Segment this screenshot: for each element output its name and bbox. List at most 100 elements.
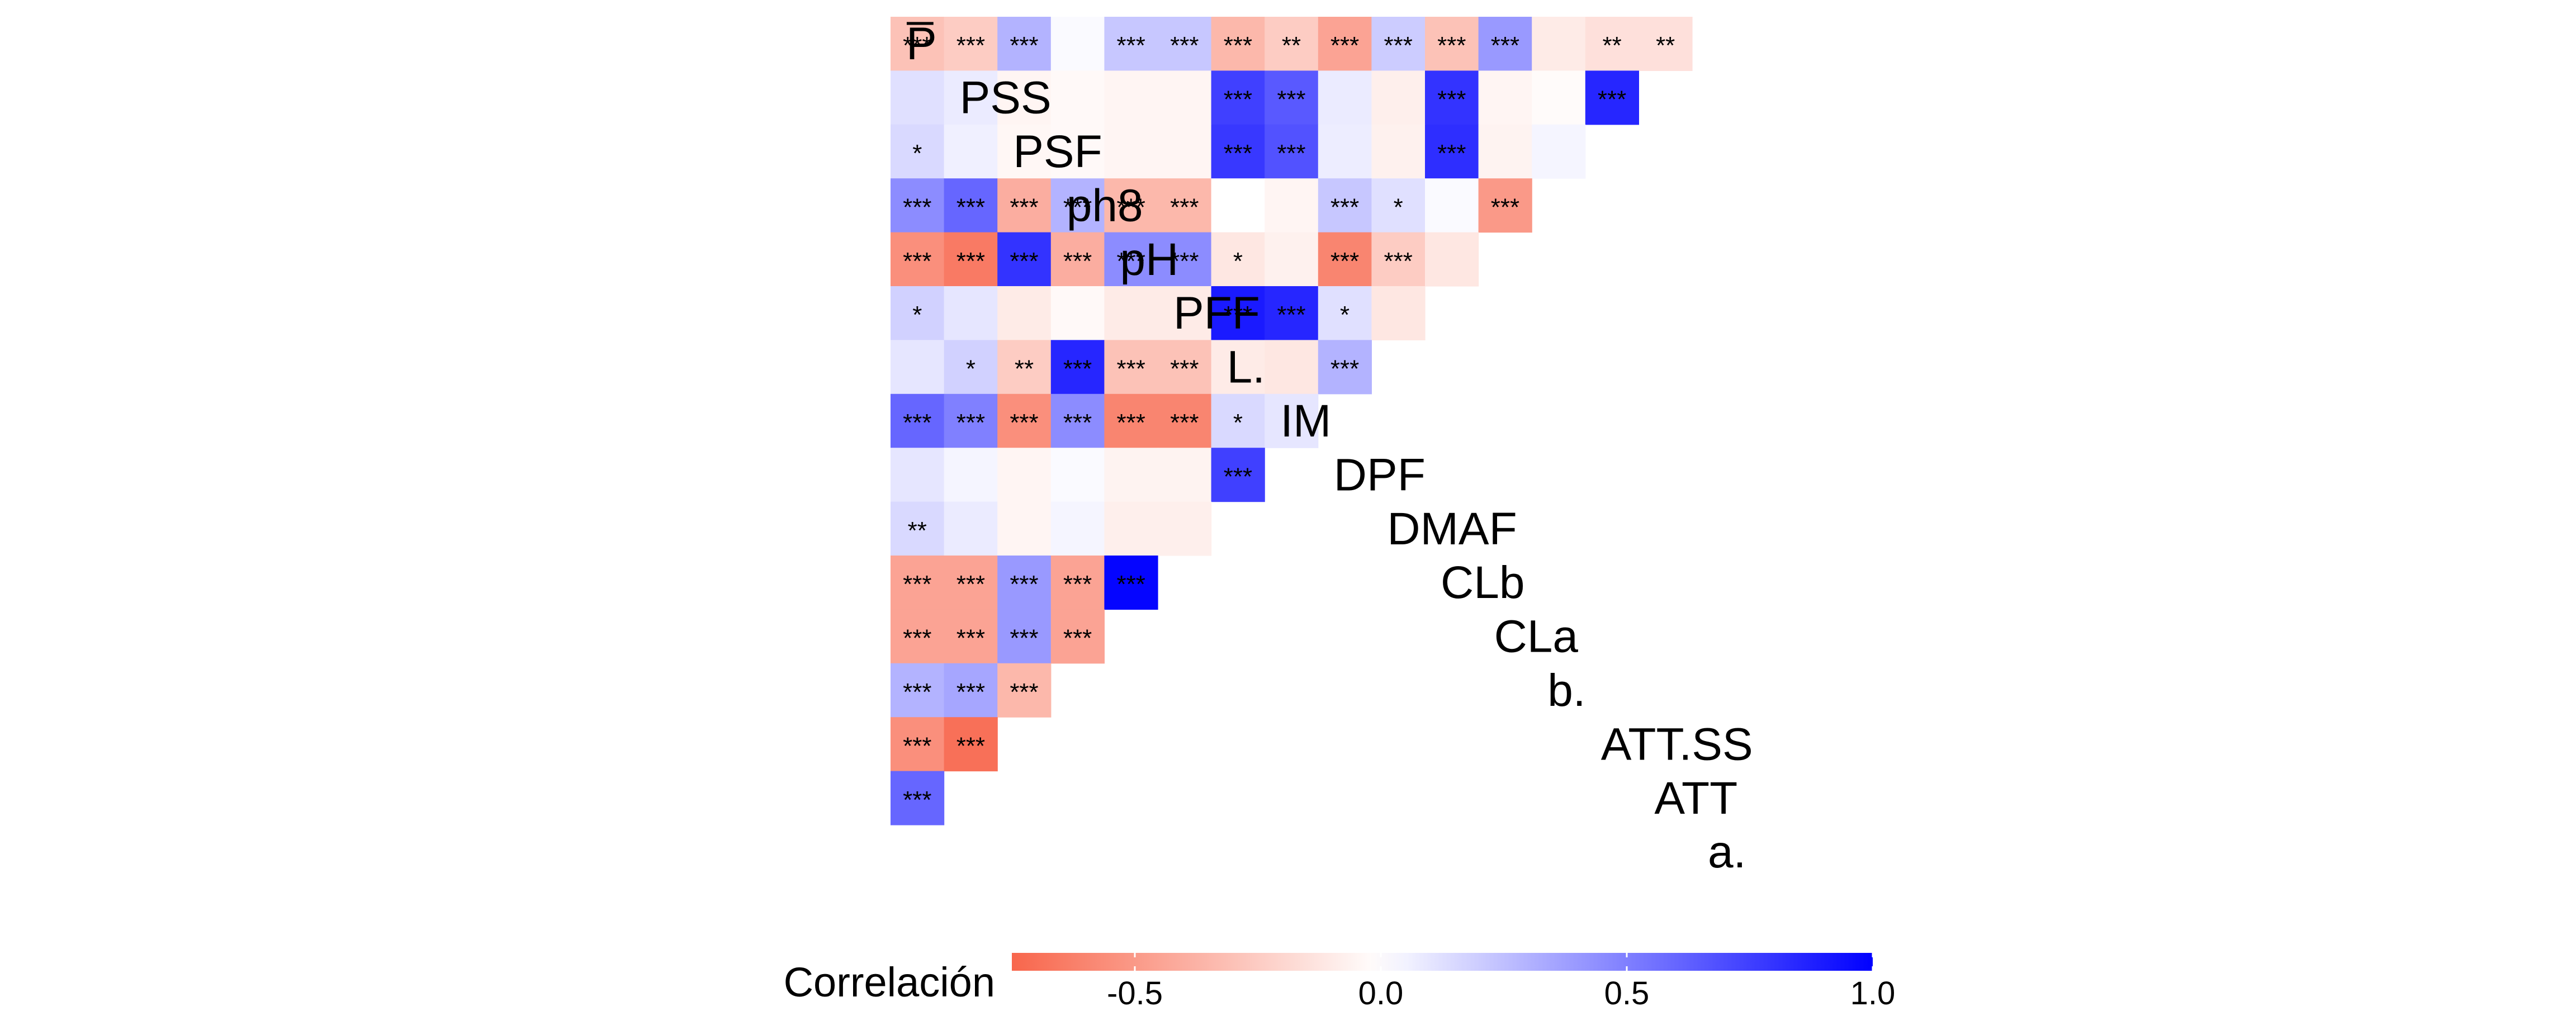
heatmap-cell	[1050, 609, 1105, 664]
heatmap-cell	[1050, 286, 1105, 340]
heatmap-cell	[944, 501, 998, 556]
significance-marker: *	[1233, 248, 1243, 275]
significance-marker: ***	[1010, 678, 1038, 706]
heatmap-cell	[1265, 70, 1319, 125]
significance-marker: ***	[1010, 32, 1038, 59]
significance-marker: ***	[1010, 193, 1038, 221]
heatmap-cell	[891, 178, 945, 233]
heatmap-cell	[1158, 232, 1212, 287]
heatmap-cell	[1158, 340, 1212, 395]
heatmap-cell	[944, 178, 998, 233]
heatmap-cell	[891, 232, 945, 287]
variable-labels: a.ATTATT.SSb.CLaCLbDMAFDPFIML.PFFpHph8PS…	[906, 18, 1753, 877]
heatmap-cell	[944, 448, 998, 502]
significance-marker: ***	[903, 32, 931, 59]
heatmap-cell	[1050, 17, 1105, 71]
heatmap-cell	[944, 609, 998, 664]
significance-stars: *** *** *** *** *** *** ** *** *** *** *** ** ***** *…	[903, 32, 1675, 814]
significance-marker: ***	[1330, 355, 1359, 383]
heatmap-cell	[1158, 70, 1212, 125]
heatmap-cell	[1478, 178, 1532, 233]
significance-marker: ***	[1330, 32, 1359, 59]
significance-marker: ***	[1117, 248, 1145, 275]
heatmap-cell	[997, 178, 1052, 233]
heatmap-cell	[1371, 286, 1426, 340]
heatmap-cell	[1211, 70, 1265, 125]
heatmap-cell	[1104, 178, 1158, 233]
variable-label: ph8	[1067, 180, 1143, 231]
heatmap-cell	[1050, 340, 1105, 395]
heatmap-cell	[944, 717, 998, 772]
heatmap-cell	[891, 771, 945, 825]
significance-marker: ***	[1598, 86, 1626, 113]
heatmap-cell	[1265, 393, 1319, 448]
heatmap-cell	[1050, 178, 1105, 233]
heatmap-cell	[1265, 232, 1319, 287]
variable-label: pH	[1120, 234, 1178, 285]
heatmap-cell	[944, 124, 998, 179]
heatmap-cell	[891, 556, 945, 610]
significance-marker: ***	[1063, 193, 1092, 221]
heatmap-cell	[1104, 556, 1158, 610]
heatmap-cell	[1532, 124, 1586, 179]
significance-marker: ***	[1170, 193, 1199, 221]
significance-marker: ***	[956, 678, 985, 706]
significance-marker: ***	[1224, 32, 1252, 59]
significance-marker: ***	[1117, 32, 1145, 59]
variable-label: PSF	[1013, 126, 1102, 177]
significance-marker: ***	[1010, 625, 1038, 652]
heatmap-cell	[1532, 17, 1586, 71]
heatmap-cell	[1371, 178, 1426, 233]
heatmap-cell	[1478, 70, 1532, 125]
variable-label: ATT	[1654, 773, 1737, 824]
variable-label: L.	[1227, 342, 1265, 393]
significance-marker: ***	[1437, 86, 1466, 113]
heatmap-cell	[1158, 393, 1212, 448]
heatmap-cell	[997, 556, 1052, 610]
significance-marker: ***	[1224, 463, 1252, 490]
heatmap-cell	[1425, 178, 1479, 233]
significance-marker: ***	[956, 32, 985, 59]
heatmap-cell	[891, 609, 945, 664]
heatmap-cell	[1104, 232, 1158, 287]
heatmap-cell	[997, 501, 1052, 556]
heatmap-cell	[1104, 124, 1158, 179]
significance-marker: ***	[956, 625, 985, 652]
significance-marker: ***	[956, 248, 985, 275]
variable-label: P̅	[906, 18, 937, 69]
significance-marker: ***	[1063, 248, 1092, 275]
variable-label: PSS	[960, 73, 1052, 124]
heatmap-cell	[1318, 340, 1372, 395]
significance-marker: ***	[1170, 409, 1199, 436]
significance-marker: *	[966, 355, 976, 383]
heatmap-cell	[1371, 124, 1426, 179]
legend-tick-label: 0.0	[1358, 975, 1404, 1012]
heatmap-cell	[1158, 124, 1212, 179]
significance-marker: ***	[903, 732, 931, 760]
significance-marker: ***	[1170, 248, 1199, 275]
heatmap-cell	[997, 340, 1052, 395]
significance-marker: ***	[956, 732, 985, 760]
heatmap-cell	[1211, 124, 1265, 179]
significance-marker: ***	[1491, 193, 1519, 221]
heatmap-cell	[997, 70, 1052, 125]
significance-marker: ***	[1224, 140, 1252, 167]
heatmap-cell	[1211, 286, 1265, 340]
heatmap-cell	[1425, 124, 1479, 179]
heatmap-cell	[1050, 556, 1105, 610]
significance-marker: ***	[1063, 355, 1092, 383]
heatmap-cell	[1318, 124, 1372, 179]
heatmap-cell	[997, 393, 1052, 448]
variable-label: ATT.SS	[1601, 719, 1753, 770]
variable-label: PFF	[1173, 288, 1260, 339]
significance-marker: ***	[1063, 409, 1092, 436]
significance-marker: **	[908, 517, 927, 544]
heatmap-cell	[1425, 17, 1479, 71]
heatmap-cell	[944, 17, 998, 71]
heatmap-cell	[891, 501, 945, 556]
variable-label: CLb	[1441, 557, 1524, 608]
heatmap-cell	[1318, 70, 1372, 125]
heatmap-cell	[1158, 178, 1212, 233]
legend-colorbar	[1012, 953, 1873, 971]
significance-marker: **	[1015, 355, 1034, 383]
